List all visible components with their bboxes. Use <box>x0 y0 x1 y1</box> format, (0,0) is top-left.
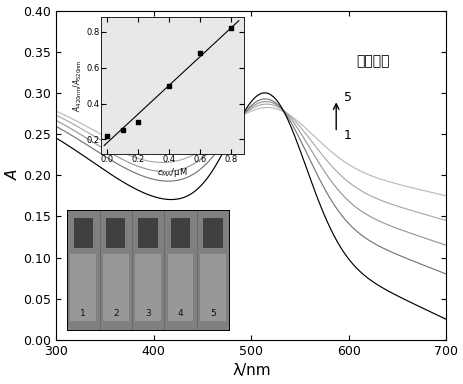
Text: 1: 1 <box>343 129 351 142</box>
X-axis label: λ/nm: λ/nm <box>232 363 270 379</box>
Text: 三聚氰胺: 三聚氰胺 <box>356 54 389 68</box>
Y-axis label: A: A <box>6 170 20 180</box>
Text: 5: 5 <box>343 91 351 104</box>
